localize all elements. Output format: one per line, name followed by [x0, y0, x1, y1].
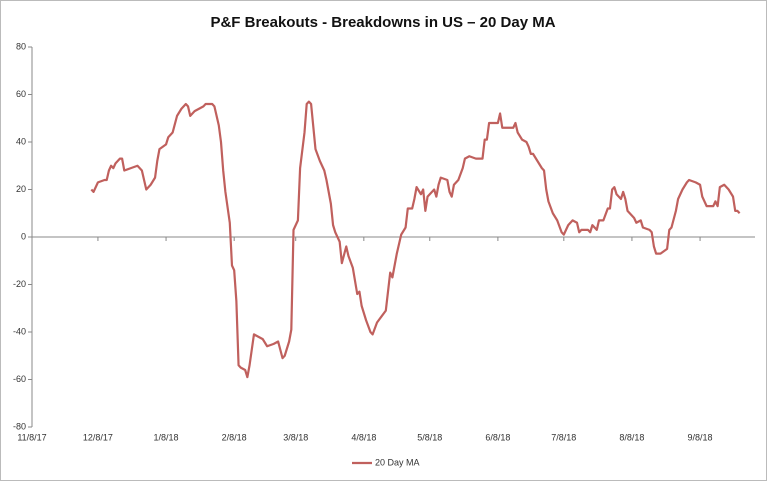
x-tick-label: 2/8/18: [222, 432, 247, 442]
chart-title: P&F Breakouts - Breakdowns in US – 20 Da…: [210, 14, 555, 31]
y-tick-label: -80: [13, 421, 26, 431]
y-tick-label: -20: [13, 279, 26, 289]
x-tick-label: 4/8/18: [351, 432, 376, 442]
x-tick-label: 9/8/18: [688, 432, 713, 442]
x-tick-label: 12/8/17: [83, 432, 113, 442]
legend-label: 20 Day MA: [375, 457, 420, 467]
y-tick-label: 80: [16, 41, 26, 51]
y-tick-label: 40: [16, 136, 26, 146]
x-tick-label: 8/8/18: [619, 432, 644, 442]
y-tick-label: -40: [13, 326, 26, 336]
x-tick-label: 5/8/18: [417, 432, 442, 442]
y-tick-label: 60: [16, 89, 26, 99]
y-tick-label: 0: [21, 231, 26, 241]
x-tick-label: 1/8/18: [154, 432, 179, 442]
x-tick-label: 11/8/17: [17, 432, 46, 442]
data-line: [90, 100, 741, 379]
x-tick-label: 7/8/18: [551, 432, 576, 442]
y-tick-label: 20: [16, 184, 26, 194]
y-tick-label: -60: [13, 374, 26, 384]
x-tick-label: 3/8/18: [283, 432, 308, 442]
x-tick-label: 6/8/18: [485, 432, 510, 442]
